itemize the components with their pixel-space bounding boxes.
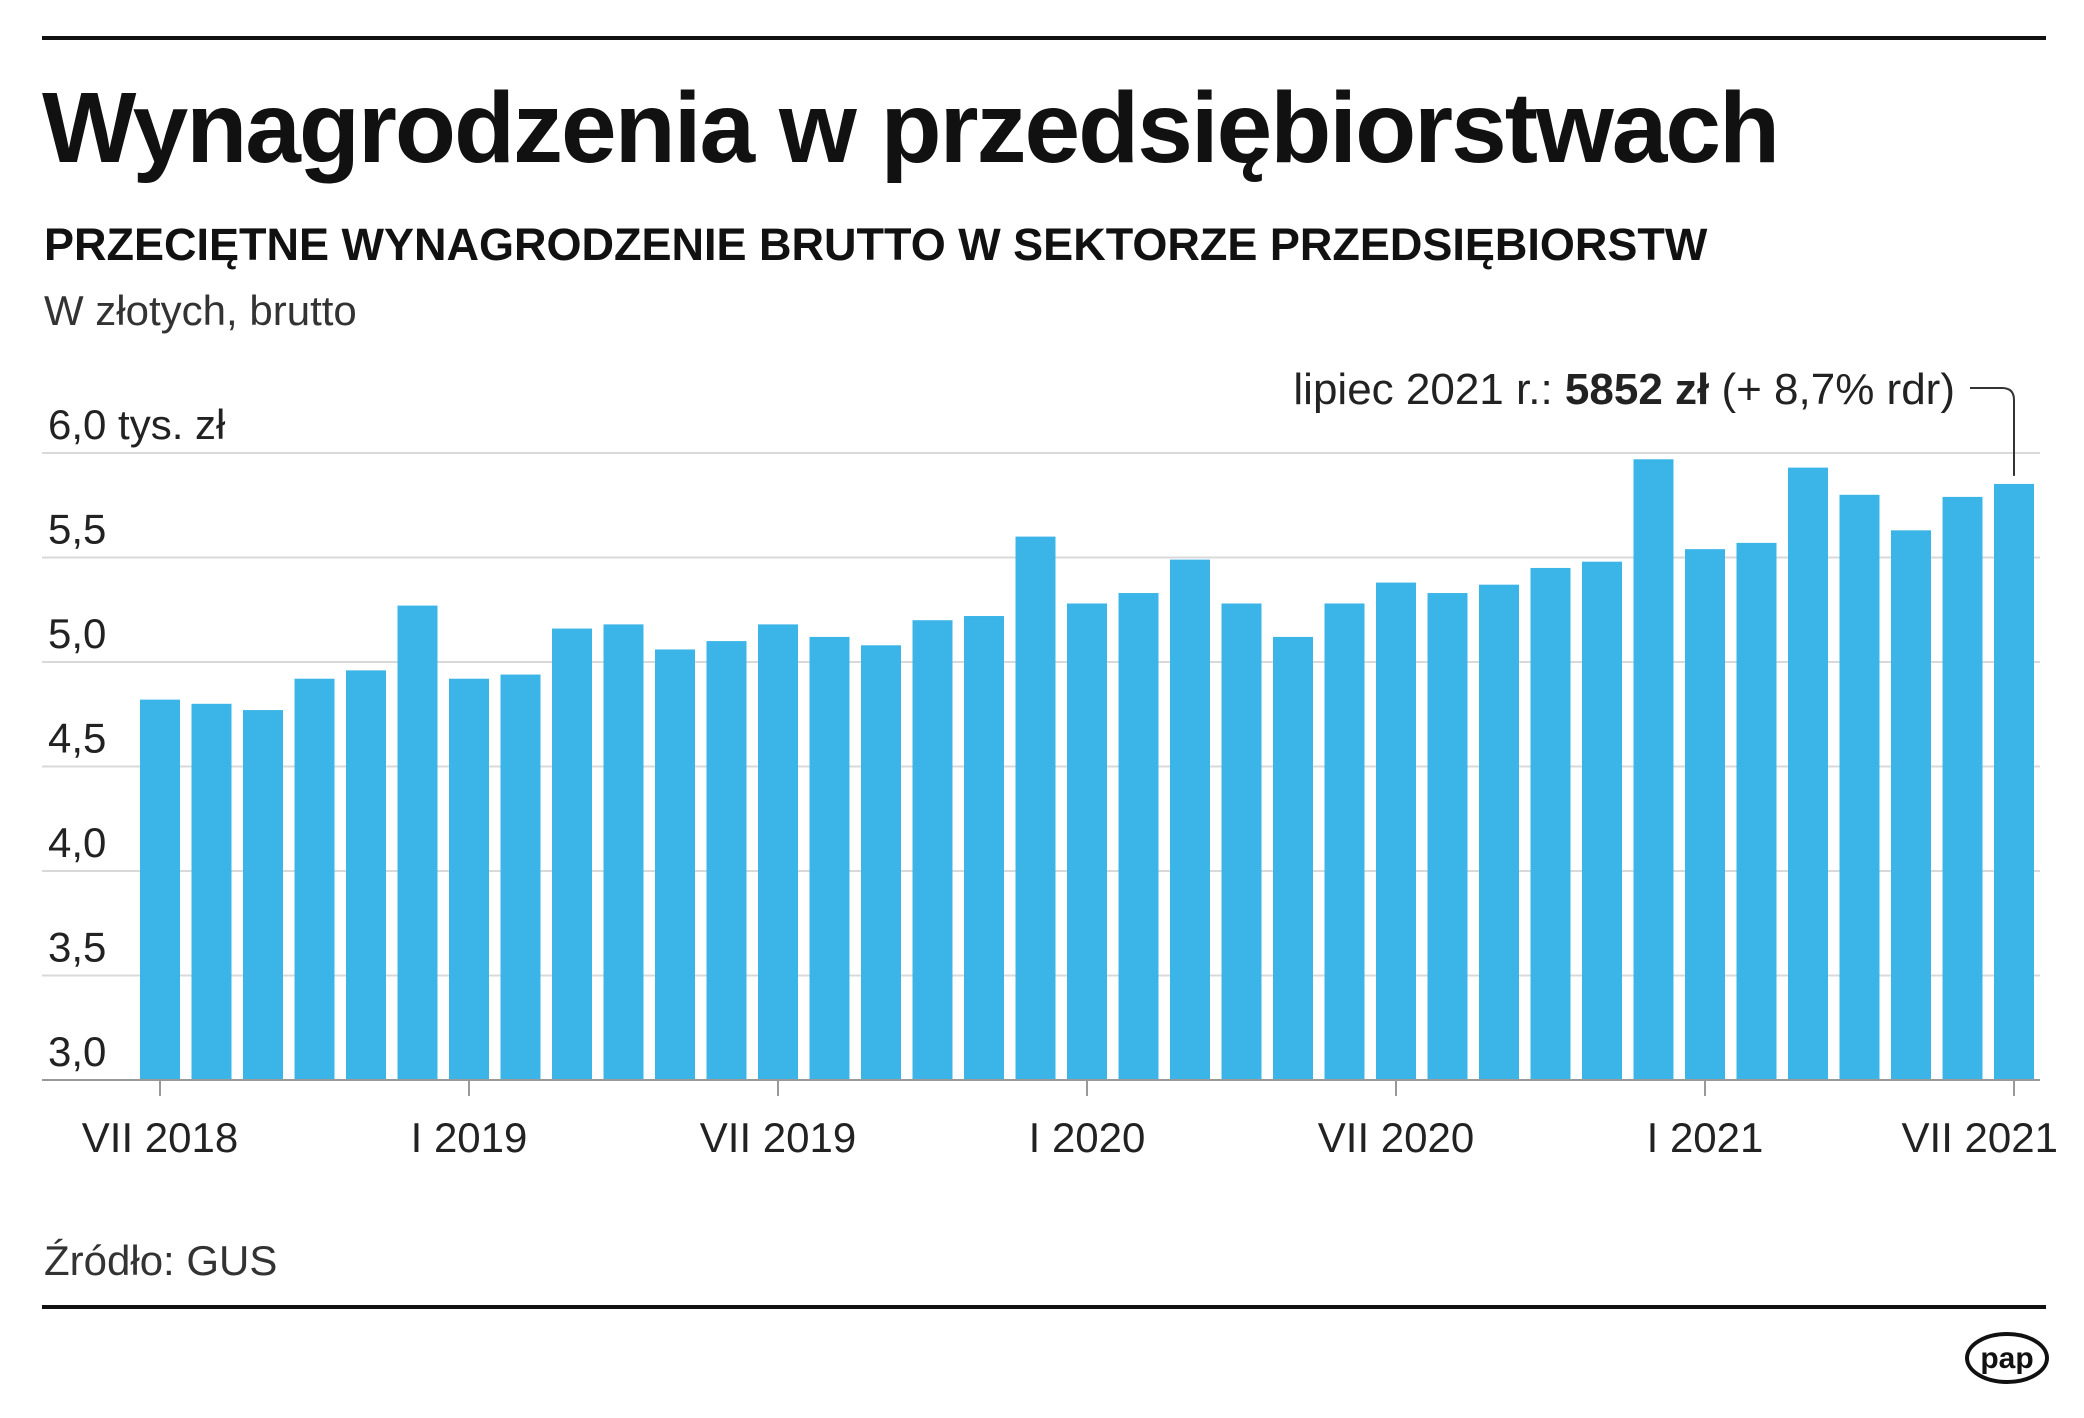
x-tick-label: VII 2021	[1902, 1114, 2058, 1161]
bar	[1376, 582, 1416, 1080]
logo-text: pap	[1980, 1342, 2033, 1375]
y-tick-label: 3,0	[48, 1028, 106, 1075]
x-axis	[42, 1079, 2040, 1096]
y-tick-label: 4,0	[48, 819, 106, 866]
bar	[706, 641, 747, 1080]
chart-subtitle: PRZECIĘTNE WYNAGRODZENIE BRUTTO W SEKTOR…	[44, 219, 1708, 270]
y-tick-labels: 3,0 3,5 4,0 4,5 5,0 5,5 6,0 tys. zł	[48, 401, 226, 1075]
bar	[191, 703, 232, 1080]
bar	[964, 616, 1004, 1080]
bar	[861, 645, 901, 1080]
annotation-label: lipiec 2021 r.: 5852 zł (+ 8,7% rdr)	[1293, 365, 1955, 414]
y-tick-label: 5,5	[48, 506, 106, 553]
bar	[912, 620, 953, 1080]
annotation: lipiec 2021 r.: 5852 zł (+ 8,7% rdr)	[1293, 365, 2015, 476]
bar	[1530, 567, 1571, 1080]
y-tick-label: 6,0 tys. zł	[48, 401, 226, 448]
bar	[140, 699, 180, 1080]
bar	[1839, 494, 1880, 1080]
bar	[1582, 561, 1622, 1080]
bar	[1015, 536, 1056, 1080]
annotation-value: 5852 zł	[1565, 365, 1709, 414]
bar	[243, 710, 283, 1080]
bar	[1221, 603, 1262, 1080]
bar	[552, 628, 592, 1080]
bar	[1479, 584, 1519, 1080]
bar	[1633, 459, 1674, 1080]
bar	[397, 605, 438, 1080]
x-tick-label: I 2020	[1029, 1114, 1146, 1161]
bar	[449, 678, 489, 1080]
bar	[1273, 636, 1313, 1080]
y-tick-label: 5,0	[48, 610, 106, 657]
bar	[1891, 530, 1931, 1080]
bar	[1324, 603, 1365, 1080]
bar	[758, 624, 798, 1080]
x-tick-label: VII 2019	[700, 1114, 856, 1161]
x-tick-label: I 2021	[1647, 1114, 1764, 1161]
unit-note: W złotych, brutto	[44, 287, 357, 334]
bar	[1427, 593, 1468, 1080]
bar	[1118, 593, 1159, 1080]
top-rule	[42, 36, 2046, 40]
x-tick-label: I 2019	[411, 1114, 528, 1161]
bar	[1685, 549, 1725, 1080]
bar	[1170, 559, 1210, 1080]
bar	[500, 674, 541, 1080]
source-note: Źródło: GUS	[44, 1237, 278, 1284]
bottom-rule	[42, 1305, 2046, 1309]
bar	[1067, 603, 1107, 1080]
x-tick-label: VII 2020	[1318, 1114, 1474, 1161]
annotation-prefix: lipiec 2021 r.:	[1293, 365, 1565, 414]
bar	[1994, 483, 2034, 1080]
bars	[140, 459, 2034, 1080]
bar	[1942, 496, 1983, 1080]
annotation-suffix: (+ 8,7% rdr)	[1709, 365, 1955, 414]
y-tick-label: 4,5	[48, 715, 106, 762]
bar	[346, 670, 386, 1080]
annotation-leader-line	[1970, 387, 2015, 476]
bar	[1736, 542, 1777, 1080]
x-tick-labels: VII 2018 I 2019 VII 2019 I 2020 VII 2020 I 20…	[82, 1114, 2058, 1161]
bar	[655, 649, 695, 1080]
y-tick-label: 3,5	[48, 924, 106, 971]
x-tick-label: VII 2018	[82, 1114, 238, 1161]
pap-logo: pap	[1965, 1332, 2049, 1384]
bar-chart: 3,0 3,5 4,0 4,5 5,0 5,5 6,0 tys. zł VII 2018 I …	[42, 365, 2058, 1161]
bar	[294, 678, 335, 1080]
bar	[603, 624, 644, 1080]
page-title: Wynagrodzenia w przedsiębiorstwach	[42, 72, 1780, 184]
bar	[1788, 467, 1828, 1080]
bar	[809, 636, 850, 1080]
